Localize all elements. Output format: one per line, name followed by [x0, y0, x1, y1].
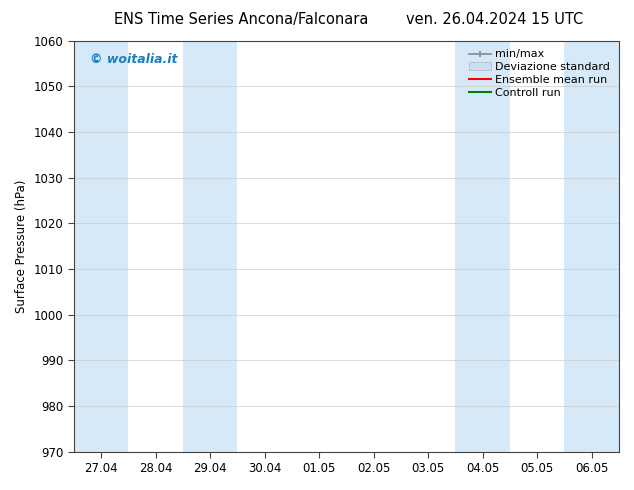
Text: ENS Time Series Ancona/Falconara: ENS Time Series Ancona/Falconara — [113, 12, 368, 27]
Text: ven. 26.04.2024 15 UTC: ven. 26.04.2024 15 UTC — [406, 12, 583, 27]
Legend: min/max, Deviazione standard, Ensemble mean run, Controll run: min/max, Deviazione standard, Ensemble m… — [465, 46, 614, 101]
Bar — [564, 41, 619, 452]
Text: © woitalia.it: © woitalia.it — [90, 53, 178, 66]
Bar — [74, 41, 128, 452]
Y-axis label: Surface Pressure (hPa): Surface Pressure (hPa) — [15, 179, 28, 313]
Bar — [455, 41, 510, 452]
Bar — [183, 41, 237, 452]
